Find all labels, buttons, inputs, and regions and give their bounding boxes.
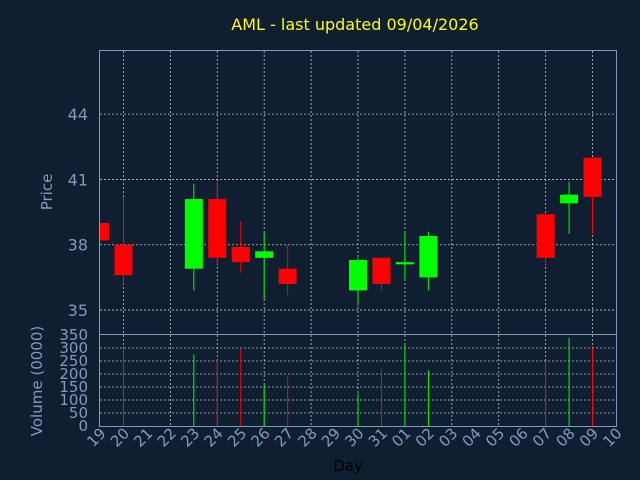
x-tick-label: 30 bbox=[341, 424, 367, 450]
candle-body bbox=[536, 214, 555, 258]
candle-body bbox=[231, 246, 250, 263]
candle-body bbox=[395, 262, 414, 265]
x-tick-label: 23 bbox=[177, 424, 203, 450]
price-tick-labels: 35 38 41 44 bbox=[68, 105, 88, 320]
candle-body bbox=[100, 222, 109, 241]
volume-frame bbox=[99, 334, 617, 427]
x-tick-label: 10 bbox=[599, 424, 625, 450]
price-tick-label: 41 bbox=[68, 170, 88, 189]
candle-body bbox=[114, 244, 133, 276]
volume-tick-label: 100 bbox=[59, 391, 88, 409]
x-tick-label: 09 bbox=[576, 424, 602, 450]
price-axis-label: Price bbox=[38, 174, 56, 211]
x-tick-label: 03 bbox=[435, 424, 461, 450]
volume-axis-label: Volume (0000) bbox=[28, 326, 46, 436]
x-tick-label: 22 bbox=[154, 424, 180, 450]
candle-body bbox=[255, 251, 274, 258]
x-tick-label: 05 bbox=[482, 424, 508, 450]
x-tick-label: 06 bbox=[506, 424, 532, 450]
price-tick-label: 35 bbox=[68, 301, 88, 320]
x-tick-label: 31 bbox=[365, 424, 391, 450]
candle-body bbox=[349, 259, 367, 291]
x-tick-label: 08 bbox=[552, 424, 578, 450]
x-axis-label: Day bbox=[333, 457, 363, 475]
candlesticks bbox=[99, 157, 602, 306]
volume-tick-label: 50 bbox=[69, 404, 88, 422]
x-tick-label: 25 bbox=[224, 424, 250, 450]
x-tick-label: 01 bbox=[388, 424, 414, 450]
volume-tick-label: 200 bbox=[59, 365, 88, 383]
x-tick-label: 24 bbox=[201, 424, 227, 450]
price-tick-label: 44 bbox=[68, 105, 88, 124]
price-panel: 35 38 41 44 bbox=[68, 50, 617, 335]
x-tick-label: 26 bbox=[248, 424, 274, 450]
price-tick-label: 38 bbox=[68, 236, 88, 255]
x-tick-label: 20 bbox=[107, 424, 133, 450]
x-tick-label: 04 bbox=[459, 424, 485, 450]
volume-tick-label: 350 bbox=[59, 326, 88, 344]
candle-body bbox=[278, 268, 297, 284]
candle-body bbox=[372, 257, 391, 284]
x-tick-label: 29 bbox=[318, 424, 344, 450]
x-tick-label: 21 bbox=[130, 424, 156, 450]
candle-body bbox=[184, 199, 203, 269]
candle-body bbox=[208, 199, 227, 258]
candle-body bbox=[419, 236, 438, 278]
volume-tick-label: 250 bbox=[59, 352, 88, 370]
x-tick-label: 27 bbox=[271, 424, 297, 450]
x-tick-labels: 1920212223242526272829303101020304050607… bbox=[83, 424, 625, 450]
volume-bars bbox=[122, 337, 594, 426]
candle-body bbox=[560, 194, 579, 204]
volume-tick-label: 150 bbox=[59, 378, 88, 396]
volume-tick-label: 0 bbox=[78, 417, 88, 435]
x-tick-label: 07 bbox=[529, 424, 555, 450]
chart-title: AML - last updated 09/04/2026 bbox=[231, 15, 478, 34]
x-tick-label: 28 bbox=[294, 424, 320, 450]
candle-body bbox=[583, 157, 602, 197]
volume-tick-label: 300 bbox=[59, 339, 88, 357]
x-tick-label: 02 bbox=[412, 424, 438, 450]
